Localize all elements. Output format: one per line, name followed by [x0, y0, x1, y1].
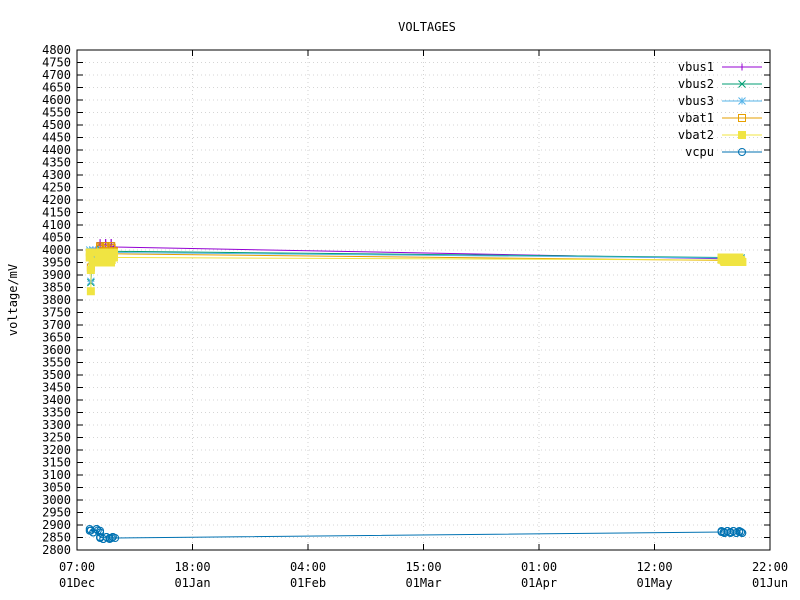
- x-tick-label: 01Apr: [521, 576, 557, 590]
- legend-marker-vbat2: [738, 131, 746, 139]
- x-tick-label: 01Jun: [752, 576, 788, 590]
- x-tick-label: 15:00: [405, 560, 441, 574]
- legend-label-vbat2: vbat2: [678, 128, 714, 142]
- y-tick-label: 2950: [42, 506, 71, 520]
- y-tick-label: 2900: [42, 518, 71, 532]
- y-tick-label: 4050: [42, 231, 71, 245]
- legend-label-vbus2: vbus2: [678, 77, 714, 91]
- y-tick-label: 3700: [42, 318, 71, 332]
- y-tick-label: 4400: [42, 143, 71, 157]
- y-tick-label: 2850: [42, 531, 71, 545]
- x-tick-label: 01Jan: [174, 576, 210, 590]
- y-tick-label: 4000: [42, 243, 71, 257]
- y-tick-label: 3050: [42, 481, 71, 495]
- legend-marker-vcpu: [738, 148, 746, 156]
- y-tick-label: 3300: [42, 418, 71, 432]
- y-tick-label: 4200: [42, 193, 71, 207]
- y-tick-label: 4600: [42, 93, 71, 107]
- series-vbat2: [86, 253, 746, 296]
- y-tick-label: 4250: [42, 181, 71, 195]
- y-tick-label: 3350: [42, 406, 71, 420]
- legend-label-vbus3: vbus3: [678, 94, 714, 108]
- y-tick-label: 3900: [42, 268, 71, 282]
- legend-marker-vbus3: [738, 97, 746, 105]
- legend-marker-vbus2: [738, 80, 746, 88]
- x-tick-label: 01Feb: [290, 576, 326, 590]
- ticks: 2800285029002950300030503100315032003250…: [42, 43, 788, 590]
- y-tick-label: 3850: [42, 281, 71, 295]
- series-vbus2: [87, 244, 745, 287]
- legend-marker-vbus1: [738, 63, 746, 71]
- y-tick-label: 3800: [42, 293, 71, 307]
- legend: vbus1 vbus2 vbus3 vbat1 vbat2 vcpu: [678, 60, 762, 159]
- cluster-vbat2: [85, 248, 118, 267]
- y-tick-label: 4800: [42, 43, 71, 57]
- x-tick-label: 07:00: [59, 560, 95, 574]
- x-tick-label: 18:00: [174, 560, 210, 574]
- y-tick-label: 3500: [42, 368, 71, 382]
- series-line-vcpu: [90, 530, 742, 539]
- y-tick-label: 3000: [42, 493, 71, 507]
- y-tick-label: 3750: [42, 306, 71, 320]
- data-point-vcpu: [105, 534, 114, 542]
- y-tick-label: 3450: [42, 381, 71, 395]
- data-point-vbat2: [86, 266, 95, 274]
- legend-label-vcpu: vcpu: [685, 145, 714, 159]
- y-tick-label: 4500: [42, 118, 71, 132]
- y-tick-label: 3400: [42, 393, 71, 407]
- x-tick-label: 04:00: [290, 560, 326, 574]
- data-point-vbat2: [738, 258, 747, 266]
- y-axis-label: voltage/mV: [6, 264, 20, 336]
- series-group: [85, 239, 747, 543]
- x-tick-label: 01Mar: [405, 576, 441, 590]
- legend-marker-vbat1: [738, 114, 746, 122]
- y-tick-label: 4150: [42, 206, 71, 220]
- data-point-vcpu: [108, 533, 117, 541]
- y-tick-label: 3200: [42, 443, 71, 457]
- data-point-vcpu: [738, 529, 747, 537]
- series-vcpu: [86, 526, 746, 542]
- data-point-vbat2: [109, 248, 118, 257]
- y-tick-label: 3950: [42, 256, 71, 270]
- x-tick-label: 01May: [636, 576, 672, 590]
- data-point-vbat2: [106, 258, 115, 267]
- y-tick-label: 3100: [42, 468, 71, 482]
- y-tick-label: 4650: [42, 81, 71, 95]
- cluster-vbat2: [717, 253, 747, 266]
- y-tick-label: 3150: [42, 456, 71, 470]
- y-tick-label: 4100: [42, 218, 71, 232]
- data-point-vbat2: [86, 287, 95, 296]
- series-line-vbus2: [90, 248, 742, 283]
- y-tick-label: 2800: [42, 543, 71, 557]
- x-tick-label: 01Dec: [59, 576, 95, 590]
- y-tick-label: 3650: [42, 331, 71, 345]
- y-tick-label: 4300: [42, 168, 71, 182]
- y-tick-label: 4700: [42, 68, 71, 82]
- legend-label-vbus1: vbus1: [678, 60, 714, 74]
- legend-label-vbat1: vbat1: [678, 111, 714, 125]
- y-tick-label: 4350: [42, 156, 71, 170]
- y-tick-label: 4750: [42, 56, 71, 70]
- y-tick-label: 4450: [42, 131, 71, 145]
- data-point-vcpu: [96, 534, 105, 542]
- grid: [77, 50, 770, 550]
- chart-title: VOLTAGES: [398, 20, 456, 34]
- cluster-vcpu: [85, 525, 105, 537]
- x-tick-label: 12:00: [636, 560, 672, 574]
- y-tick-label: 3250: [42, 431, 71, 445]
- y-tick-label: 3600: [42, 343, 71, 357]
- y-tick-label: 4550: [42, 106, 71, 120]
- cluster-vcpu: [717, 527, 747, 537]
- x-tick-label: 01:00: [521, 560, 557, 574]
- cluster-vcpu: [96, 533, 117, 543]
- series-line-vbat2: [90, 256, 742, 292]
- x-tick-label: 22:00: [752, 560, 788, 574]
- y-tick-label: 3550: [42, 356, 71, 370]
